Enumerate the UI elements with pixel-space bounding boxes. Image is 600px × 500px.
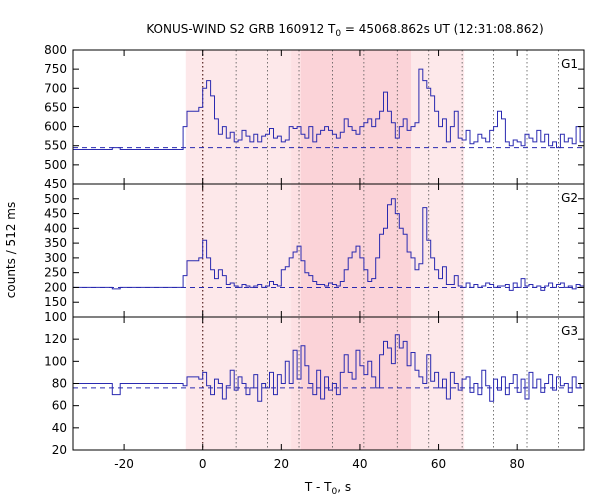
y-tick-label: 450 [44, 177, 67, 191]
y-tick-label: 800 [44, 43, 67, 57]
x-tick-label: 40 [352, 457, 367, 471]
y-tick-label: 600 [44, 120, 67, 134]
y-tick-label: 40 [52, 421, 67, 435]
panel-g3: 20 40 60 80 100 120 G3 [44, 316, 585, 457]
chart-title: KONUS-WIND S2 GRB 160912 T0 = 45068.862s… [146, 22, 543, 39]
y-tick-label: 120 [44, 332, 67, 346]
y-tick-label: 450 [44, 207, 67, 221]
shade-inner-band [291, 50, 301, 450]
x-axis-ticks: -20 0 20 40 60 80 [114, 457, 525, 471]
series-line-g3 [73, 334, 584, 402]
y-tick-label: 100 [44, 354, 67, 368]
x-tick-label: 80 [510, 457, 525, 471]
y-tick-label: 350 [44, 236, 67, 250]
x-tick-label: 0 [199, 457, 207, 471]
y-tick-label: 500 [44, 192, 67, 206]
y-tick-label: 100 [44, 310, 67, 324]
y-tick-label: 80 [52, 377, 67, 391]
series-line-g1 [73, 68, 584, 150]
series-line-g2 [73, 198, 584, 291]
y-tick-label: 200 [44, 280, 67, 294]
x-tick-label: 20 [274, 457, 289, 471]
y-tick-label: 60 [52, 399, 67, 413]
y-tick-label: 150 [44, 295, 67, 309]
y-axis-label: counts / 512 ms [4, 202, 18, 298]
y-tick-label: 550 [44, 139, 67, 153]
y-tick-label: 500 [44, 158, 67, 172]
y-tick-label: 650 [44, 100, 67, 114]
y-tick-label: 400 [44, 221, 67, 235]
panel-label: G3 [561, 324, 578, 338]
panel-label: G1 [561, 57, 578, 71]
y-tick-label: 700 [44, 81, 67, 95]
x-axis-label: T - T0, s [304, 480, 351, 497]
y-tick-label: 750 [44, 62, 67, 76]
x-tick-label: -20 [114, 457, 134, 471]
panel-label: G2 [561, 191, 578, 205]
y-tick-label: 20 [52, 443, 67, 457]
panels: 450500550600650700750800G110015020025030… [44, 43, 585, 457]
y-tick-label: 250 [44, 266, 67, 280]
x-tick-label: 60 [431, 457, 446, 471]
y-tick-label: 300 [44, 251, 67, 265]
